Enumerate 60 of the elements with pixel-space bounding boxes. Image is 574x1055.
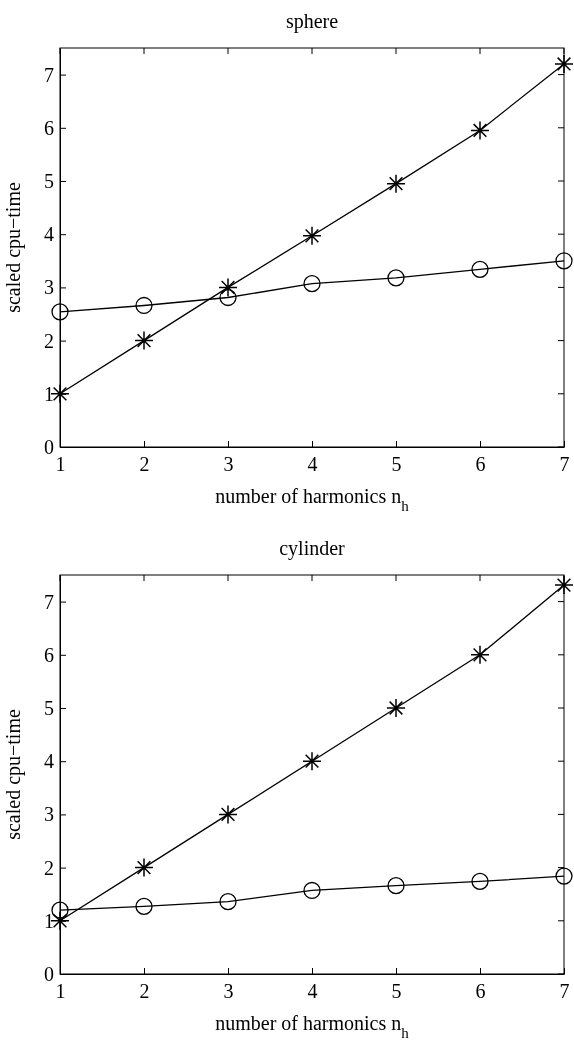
x-tick-label: 5 — [391, 453, 402, 476]
x-tick-label: 5 — [391, 980, 402, 1003]
point — [471, 260, 489, 278]
y-tick-label: 2 — [44, 329, 54, 352]
point — [470, 645, 490, 665]
y-axis-title: scaled cpu−time — [2, 182, 25, 313]
x-tick-label: 7 — [559, 980, 570, 1003]
x-tick-label: 6 — [475, 453, 486, 476]
x-tick-label: 2 — [139, 980, 150, 1003]
point — [135, 296, 153, 315]
y-tick-label: 0 — [44, 962, 54, 985]
x-tick-label: 3 — [223, 980, 234, 1003]
x-tick-label: 4 — [307, 453, 318, 476]
y-tick-label: 6 — [44, 643, 54, 666]
x-axis-title: number of harmonics n$_{h}$ — [215, 485, 410, 514]
point — [555, 867, 573, 885]
y-tick-label: 3 — [44, 803, 54, 826]
point — [554, 54, 574, 74]
y-tick-label: 0 — [44, 435, 54, 458]
point — [470, 120, 490, 141]
chart-title: cylinder — [279, 537, 346, 560]
point — [134, 857, 154, 878]
point — [135, 897, 153, 916]
point — [303, 275, 321, 293]
point — [386, 173, 406, 194]
y-tick-label: 7 — [44, 63, 54, 86]
x-tick-label: 2 — [139, 453, 150, 476]
y-tick-label: 2 — [44, 856, 54, 879]
point — [303, 881, 321, 900]
point — [302, 226, 322, 246]
point — [51, 901, 69, 919]
point — [471, 872, 489, 891]
point — [554, 575, 574, 595]
point — [218, 804, 238, 825]
y-tick-label: 4 — [44, 750, 54, 773]
x-tick-label: 6 — [475, 980, 486, 1003]
x-tick-label: 7 — [559, 453, 570, 476]
point — [219, 288, 237, 307]
y-tick-label: 5 — [44, 696, 54, 719]
y-tick-label: 1 — [44, 909, 54, 932]
y-tick-label: 1 — [44, 382, 54, 405]
x-tick-label: 4 — [307, 980, 318, 1003]
point — [218, 277, 238, 298]
y-axis-title: scaled cpu−time — [2, 709, 25, 840]
y-tick-label: 5 — [44, 169, 54, 192]
x-tick-label: 3 — [223, 453, 234, 476]
point — [387, 269, 405, 287]
point — [302, 751, 322, 771]
y-tick-label: 6 — [44, 116, 54, 139]
y-tick-label: 4 — [44, 223, 54, 246]
point — [555, 252, 573, 270]
chart-title: sphere — [285, 10, 339, 33]
y-tick-label: 7 — [44, 590, 54, 613]
point — [134, 330, 154, 351]
point — [387, 877, 405, 895]
x-axis-title: number of harmonics n$_{h}$ — [215, 1012, 410, 1041]
point — [51, 303, 69, 321]
point — [386, 698, 406, 718]
point — [219, 893, 237, 911]
y-tick-label: 3 — [44, 276, 54, 299]
